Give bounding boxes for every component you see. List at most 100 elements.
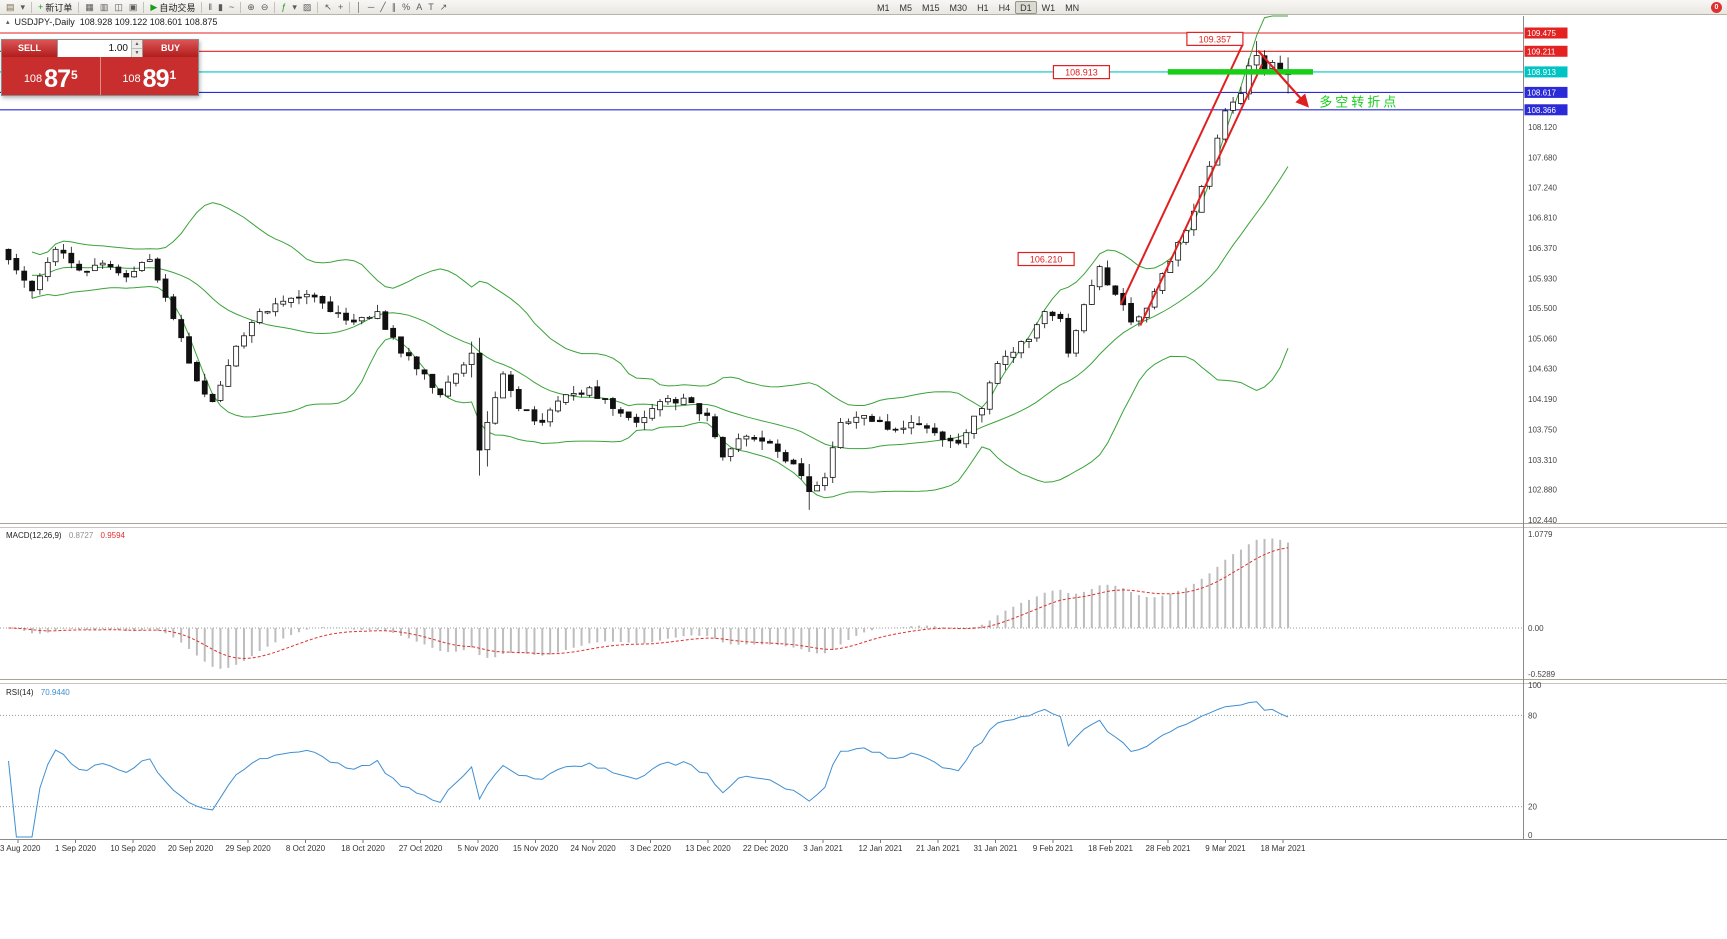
timeframe-D1[interactable]: D1: [1015, 1, 1037, 14]
candle-body: [767, 440, 773, 444]
horizontal-level-lines[interactable]: [0, 32, 1523, 111]
volume-field[interactable]: 1.00 ▲ ▼: [57, 40, 143, 57]
panel-chrome: MACD(12,26,9) 0.8727 0.9594 RSI(14) 70.9…: [0, 16, 1727, 840]
line-chart-button[interactable]: ~: [226, 1, 237, 14]
candle-body: [139, 261, 145, 271]
macd-indicator-label: MACD(12,26,9) 0.8727 0.9594: [6, 531, 126, 540]
label-button[interactable]: T: [425, 1, 437, 14]
price-callout-box[interactable]: [1186, 31, 1244, 46]
timeframe-H4[interactable]: H4: [998, 3, 1011, 13]
data-window-button[interactable]: ▥: [97, 1, 112, 14]
profiles-dropdown[interactable]: ▾: [18, 1, 29, 14]
price-callout-box[interactable]: [1052, 65, 1111, 80]
templates-button-icon: ▨: [302, 1, 312, 12]
zoom-in-button[interactable]: ⊕: [244, 1, 258, 14]
new-order-button[interactable]: + 新订单: [35, 1, 75, 14]
candle-body: [782, 452, 789, 462]
candle-body: [523, 409, 530, 412]
new-chart-button[interactable]: ▤: [3, 1, 18, 14]
new-order-button-icon: +: [38, 1, 44, 12]
note-text[interactable]: 多空转折点: [1319, 95, 1399, 110]
volume-value[interactable]: 1.00: [108, 43, 128, 54]
vertical-line-button[interactable]: │: [353, 1, 365, 14]
trendline-button[interactable]: ╱: [377, 1, 388, 14]
bar-chart-button[interactable]: ‖: [205, 1, 215, 14]
market-watch-button[interactable]: ▦: [82, 1, 97, 14]
candle-body: [343, 312, 349, 321]
date-label: 18 Feb 2021: [1088, 844, 1133, 853]
zoom-out-button[interactable]: ⊖: [258, 1, 272, 14]
periods-dropdown[interactable]: ▾: [289, 1, 300, 14]
timeframe-M30[interactable]: M30: [949, 3, 968, 13]
bollinger-bands: [31, 15, 1289, 499]
ohlc-values: 108.928 109.122 108.601 108.875: [79, 17, 218, 27]
templates-button[interactable]: ▨: [300, 1, 315, 14]
ask-price[interactable]: 108 89 1: [99, 57, 199, 95]
candle-body: [1230, 101, 1236, 111]
time-axis[interactable]: 23 Aug 2020 1 Sep 2020 10 Sep 2020 20 Sep 2…: [0, 840, 1306, 853]
sell-button[interactable]: SELL: [2, 40, 57, 57]
timeframe-M5[interactable]: M5: [899, 3, 913, 13]
bid-price[interactable]: 108 87 5: [2, 57, 100, 95]
horizontal-line-button[interactable]: ─: [365, 1, 377, 14]
candle-body: [413, 356, 420, 370]
candle-body: [672, 399, 679, 404]
timeframe-H1[interactable]: H1: [977, 3, 989, 13]
price-badge: [1524, 86, 1568, 98]
chart-annotations[interactable]: 109.357 108.913 106.210 多空转折点: [1017, 31, 1399, 326]
candle-body: [29, 280, 35, 292]
candle-body: [390, 327, 397, 338]
timeframe-W1[interactable]: W1: [1041, 3, 1056, 13]
zoom-in-button-icon: ⊕: [247, 1, 255, 12]
trend-line[interactable]: [1119, 44, 1244, 306]
channel-button[interactable]: ∥: [389, 1, 400, 14]
rsi-axis-label: 0: [1528, 831, 1533, 840]
candle-body: [217, 384, 224, 401]
vertical-line-button-icon: │: [356, 1, 362, 12]
candle-body: [1128, 303, 1134, 323]
candle-body: [178, 319, 185, 339]
candle-body: [421, 369, 428, 375]
candle-body: [288, 297, 295, 303]
cursor-button[interactable]: ↖: [321, 1, 335, 14]
terminal-button[interactable]: ▣: [126, 1, 141, 14]
timeframe-M1[interactable]: M1: [877, 3, 890, 13]
date-label: 3 Jan 2021: [803, 844, 843, 853]
candle-body: [798, 463, 805, 477]
spinner-down-icon[interactable]: ▼: [132, 49, 142, 57]
crosshair-button[interactable]: +: [335, 1, 346, 14]
timeframe-MN[interactable]: MN: [1065, 3, 1080, 13]
trend-line[interactable]: [1139, 64, 1263, 326]
indicators-button[interactable]: ƒ: [278, 1, 289, 14]
spinner-up-icon[interactable]: ▲: [132, 40, 142, 49]
bar-chart-button-icon: ‖: [208, 1, 213, 12]
candle-body: [688, 397, 695, 404]
candle-body: [696, 403, 703, 415]
candle-body: [924, 425, 930, 429]
candle-body: [13, 258, 20, 271]
rsi-axis-label: 100: [1528, 681, 1542, 690]
price-axis[interactable]: 109.475 109.211 108.913 108.617 108.366 108.1…: [1524, 27, 1568, 841]
chart-symbol-title: ▴ USDJPY-,Daily 108.928 109.122 108.601 …: [6, 17, 217, 27]
text-button-icon: A: [416, 1, 423, 12]
candle-body: [633, 416, 640, 423]
buy-button[interactable]: BUY: [143, 40, 198, 57]
price-tick-label: 107.240: [1528, 184, 1557, 193]
price-callout-box[interactable]: [1017, 251, 1075, 267]
down-arrow[interactable]: [1257, 49, 1309, 108]
autotrading-button[interactable]: ▶ 自动交易: [147, 1, 198, 14]
candle-body: [814, 485, 820, 492]
arrows-button[interactable]: ↗: [437, 1, 451, 14]
candle-body: [1088, 285, 1095, 305]
navigator-button[interactable]: ◫: [111, 1, 126, 14]
candle-body: [1253, 55, 1260, 66]
indicators-button-icon: ƒ: [281, 1, 287, 12]
timeframe-M15[interactable]: M15: [922, 3, 940, 13]
notification-badge[interactable]: 0: [1711, 2, 1722, 13]
fibonacci-button[interactable]: %: [399, 1, 413, 14]
text-button[interactable]: A: [413, 1, 425, 14]
candlestick-chart-button[interactable]: ▮: [215, 1, 226, 14]
date-label: 27 Oct 2020: [399, 844, 443, 853]
candle-body: [1183, 230, 1189, 243]
